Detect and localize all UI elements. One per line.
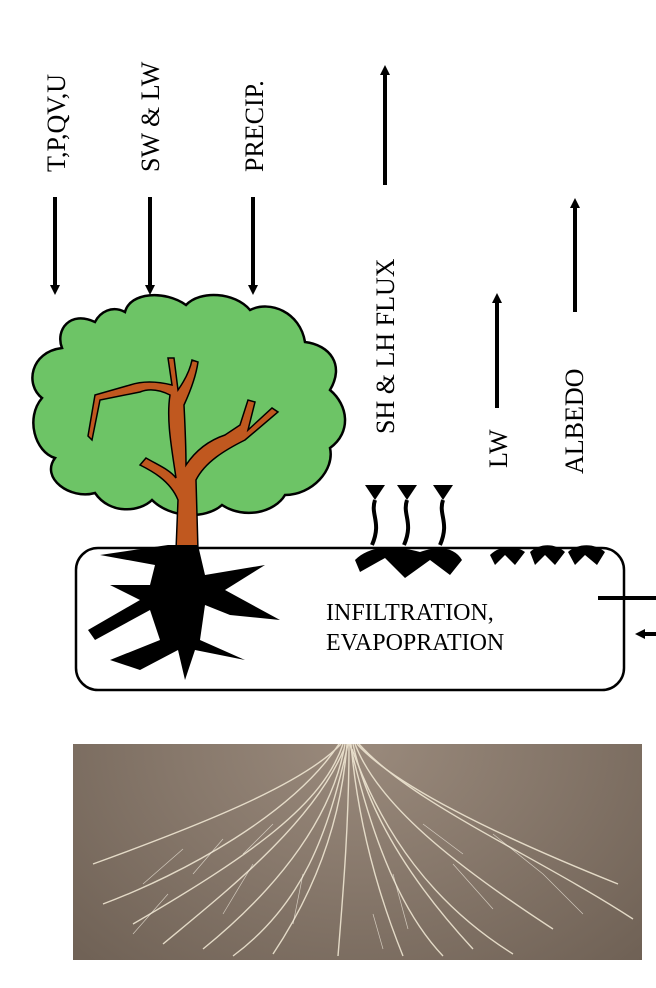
lw-label: LW <box>484 429 513 469</box>
soil-box <box>74 546 626 692</box>
flux-label: SH & LH FLUX <box>371 258 400 434</box>
soil-box-line2: EVAPOPRATION <box>326 630 505 656</box>
soil-box-text: INFILTRATION, EVAPOPRATION <box>326 598 504 658</box>
tree-trunk <box>87 357 280 551</box>
tree-canopy <box>31 293 347 517</box>
roots-photo-drawing <box>92 743 634 957</box>
forcing-label-3: PRECIP. <box>240 80 269 172</box>
forcing-label-2: SW & LW <box>136 61 165 172</box>
tree-roots <box>88 545 280 680</box>
plants <box>355 485 605 578</box>
roots-photo <box>73 743 642 960</box>
soil-box-line1: INFILTRATION, <box>326 600 494 626</box>
albedo-label: ALBEDO <box>560 368 589 474</box>
forcing-label-1: T,P,QV,U <box>42 73 71 172</box>
